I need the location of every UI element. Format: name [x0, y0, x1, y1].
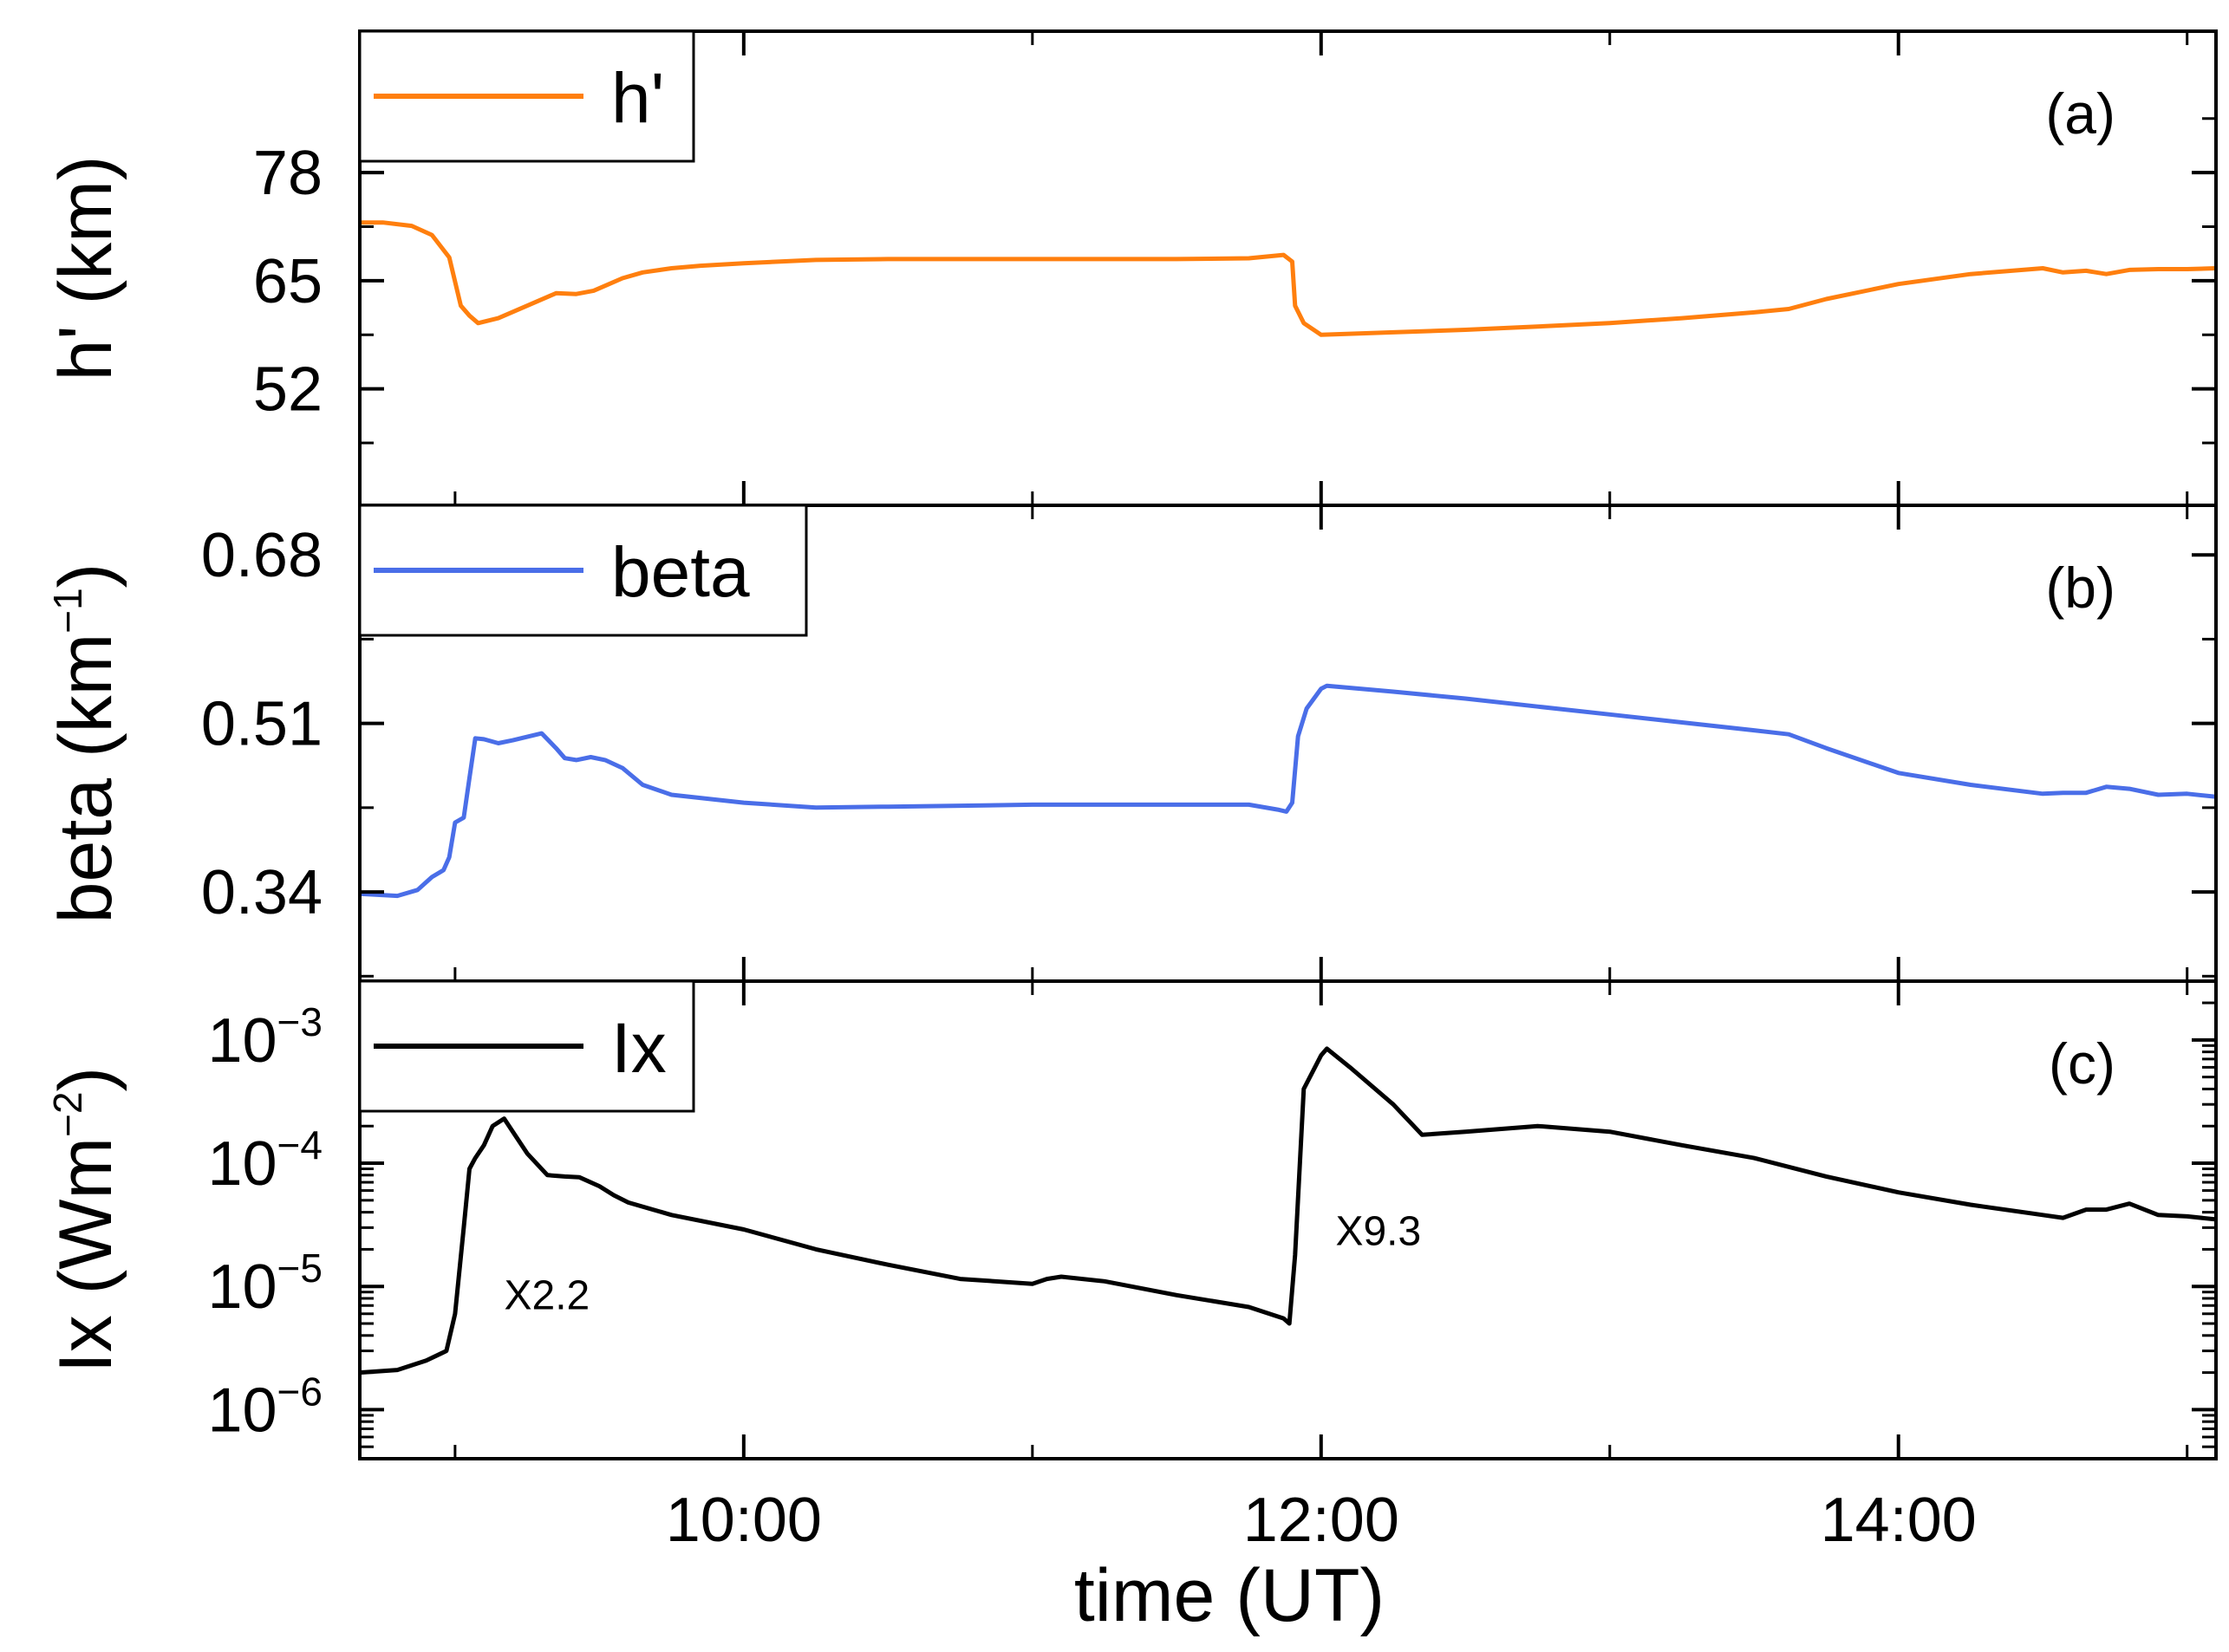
panel-frame-c	[358, 979, 2218, 1460]
y-tick-label: 78	[253, 139, 323, 208]
y-tick-label: 10−5	[207, 1246, 323, 1322]
y-axis-label-a: h' (km)	[44, 155, 127, 380]
y-axis-label-c: Ix (Wm−2)	[44, 1067, 127, 1373]
panel-c: 10−6 10−5 10−4 10−3 Ix (Wm−2) Ix (c) X2.2 X9.3	[44, 979, 2218, 1460]
y-tick-label: 10−6	[207, 1369, 323, 1445]
y-tick-label: 10−3	[207, 999, 323, 1076]
legend-label: beta	[611, 533, 750, 612]
legend-a: h'	[358, 29, 695, 163]
series-line-b-0	[360, 683, 2216, 899]
panel-label: (a)	[2045, 81, 2115, 146]
legend-c: Ix	[358, 979, 695, 1113]
y-tick-label: 0.51	[201, 690, 323, 759]
y-tick-label: 52	[253, 355, 323, 425]
series-line-c-0	[360, 1046, 2216, 1376]
y-tick-label: 10−4	[207, 1122, 323, 1199]
x-tick-label: 12:00	[1243, 1486, 1399, 1555]
panel-a: 52 65 78 h' (km) h' (a)	[44, 29, 2218, 507]
panel-label: (c)	[2049, 1031, 2115, 1096]
x-tick-label: 10:00	[666, 1486, 822, 1555]
legend-label: Ix	[611, 1009, 667, 1088]
legend-b: beta	[358, 504, 808, 637]
y-tick-label: 65	[253, 247, 323, 316]
panel-b: 0.34 0.51 0.68 beta (km−1) beta (b)	[44, 504, 2218, 983]
x-tick-label: 14:00	[1821, 1486, 1977, 1555]
y-tick-label: 0.34	[201, 858, 323, 927]
series-line-a-0	[360, 220, 2216, 337]
x-axis-label: time (UT)	[1074, 1554, 1385, 1637]
flare-annotation: X2.2	[504, 1272, 590, 1318]
flare-annotation: X9.3	[1335, 1209, 1421, 1255]
y-axis-label-b: beta (km−1)	[44, 563, 127, 924]
legend-label: h'	[611, 59, 664, 138]
panel-label: (b)	[2045, 556, 2115, 620]
shared-x-axis: time (UT) 10:00 12:00 14:00	[666, 1486, 1977, 1637]
y-tick-label: 0.68	[201, 521, 323, 590]
